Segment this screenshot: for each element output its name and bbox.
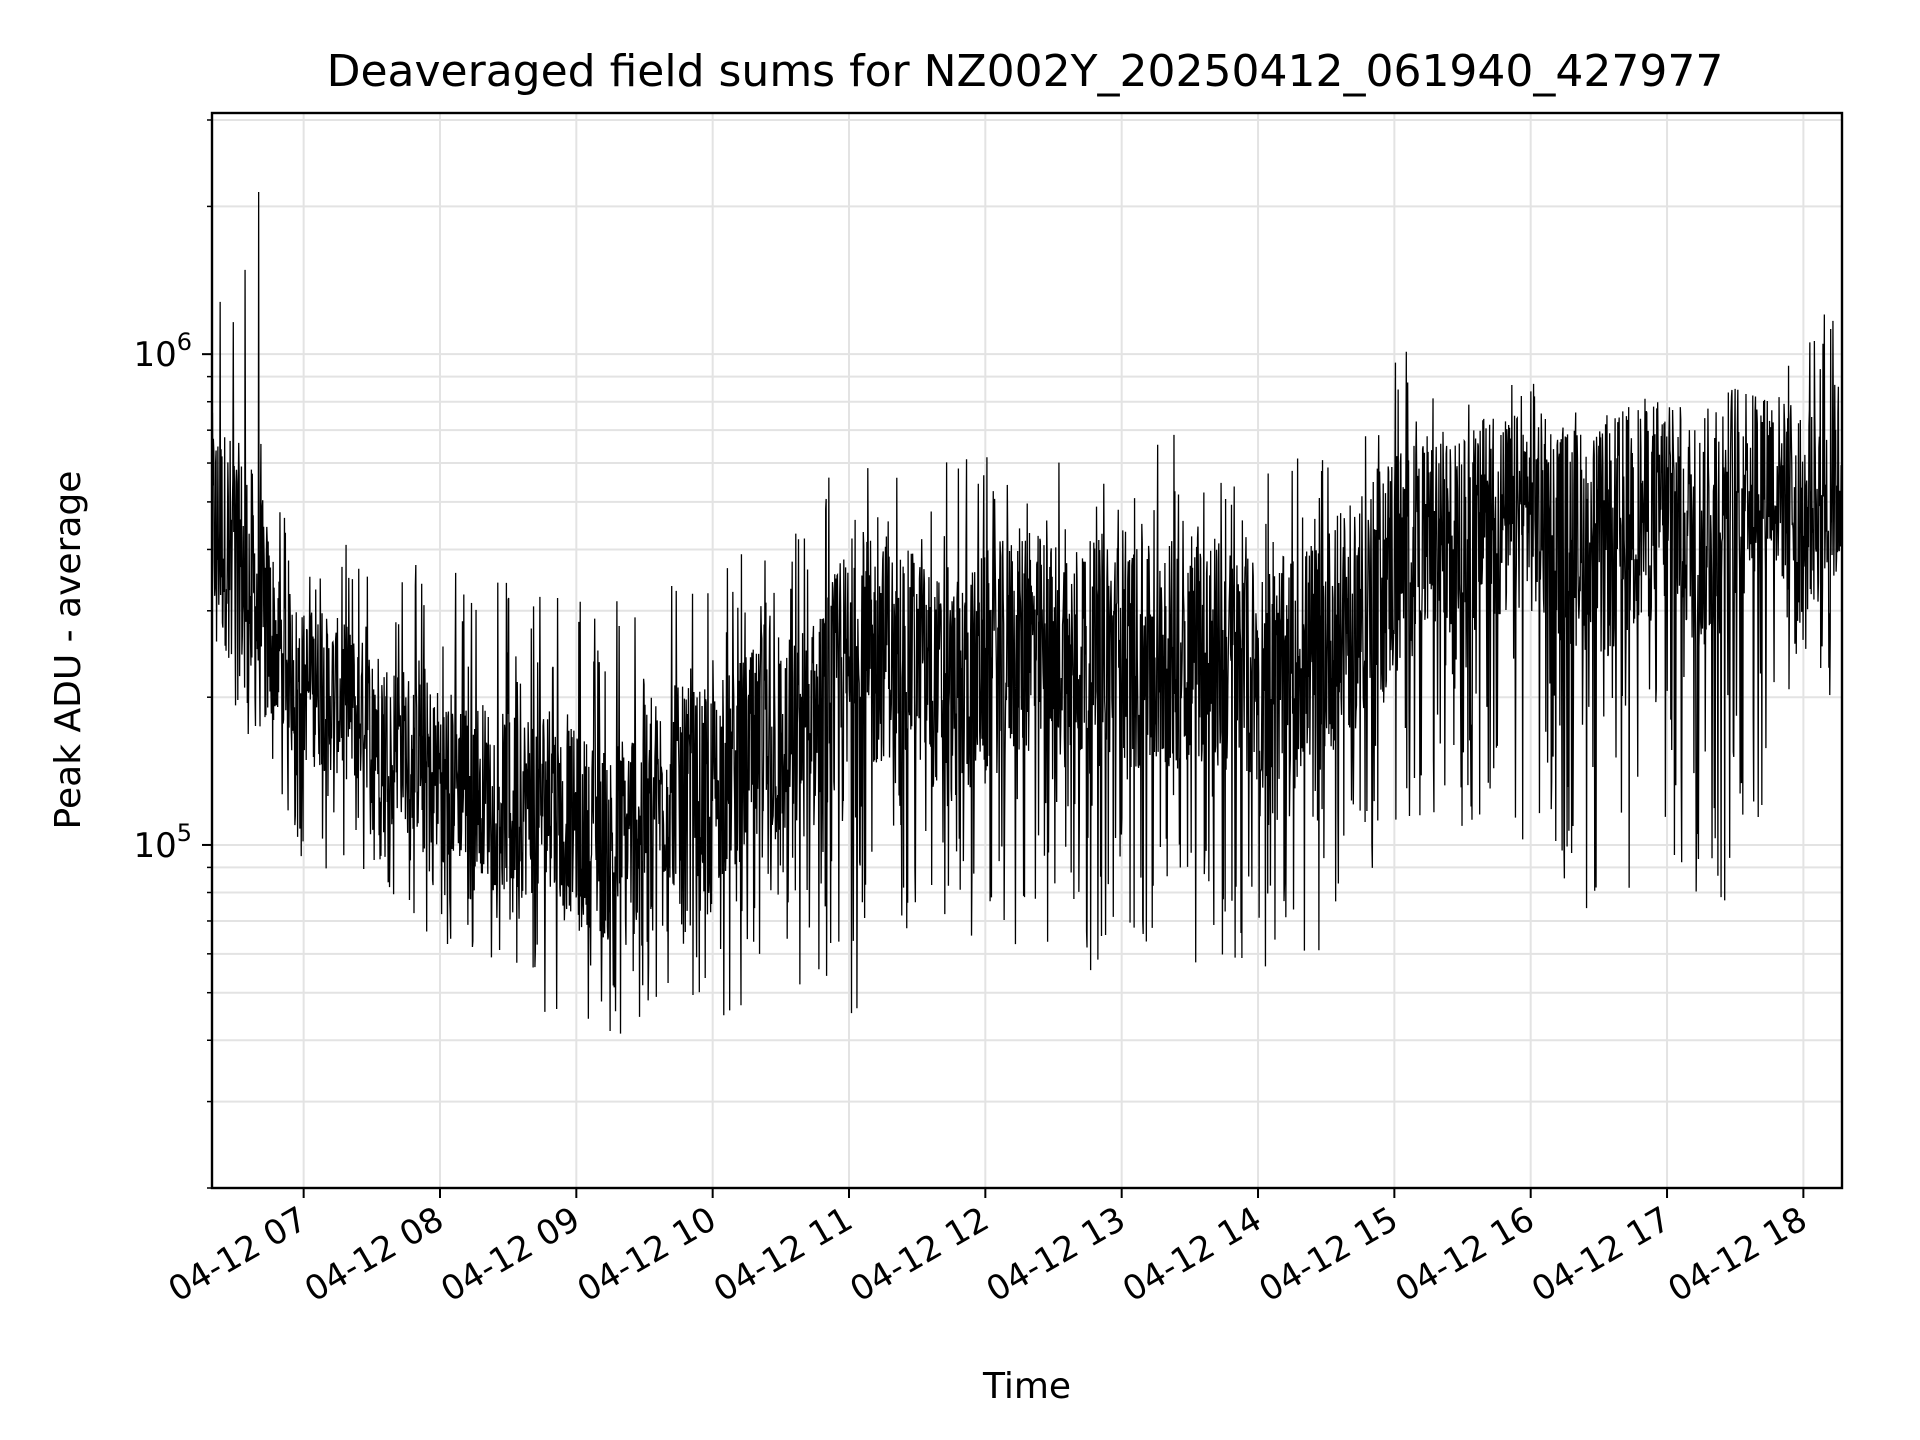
- y-tick-label: 105: [133, 819, 192, 866]
- y-tick-label-exponent: 5: [177, 819, 192, 847]
- y-axis-label: Peak ADU - average: [48, 471, 89, 830]
- y-tick-label: 106: [133, 328, 192, 375]
- plot-frame: [210, 111, 1844, 1190]
- y-tick-label-base: 10: [133, 826, 176, 866]
- y-tick-label-exponent: 6: [177, 328, 192, 356]
- x-axis-label: Time: [982, 1366, 1071, 1407]
- series-line: [211, 192, 1843, 1034]
- series-line-group: [211, 192, 1843, 1034]
- y-tick-label-base: 10: [133, 335, 176, 375]
- chart-title: Deaveraged field sums for NZ002Y_2025041…: [327, 46, 1724, 97]
